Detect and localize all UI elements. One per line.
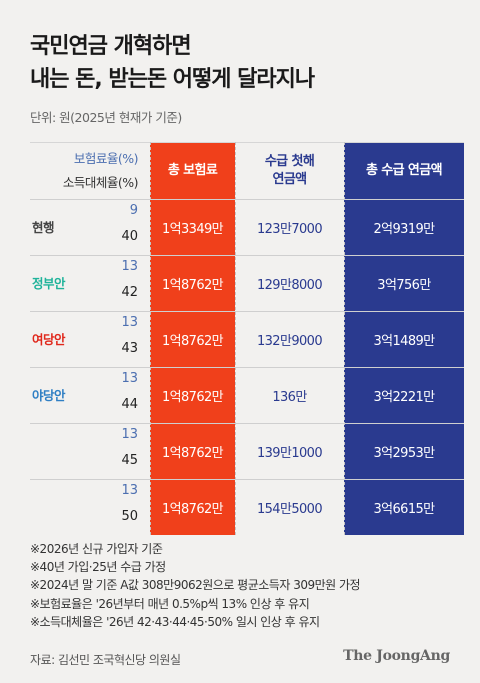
table-top-rule	[30, 142, 464, 143]
table-row: 현행 9 40 1억3349만 123만7000 2억9319만	[30, 199, 464, 255]
premium-value: 1억8762만	[161, 333, 224, 349]
header-first-year-line-1: 수급 첫해	[264, 153, 315, 169]
replacement-value: 43	[121, 341, 138, 356]
first-year-value: 129만8000	[256, 277, 323, 293]
publisher-logo: The JoongAng	[343, 648, 450, 664]
header-first-year-label: 수급 첫해 연금액	[264, 153, 315, 189]
total-column-bg	[344, 142, 464, 535]
row-divider	[30, 199, 464, 200]
rate-value: 13	[121, 315, 138, 330]
footnote: ※2026년 신규 가입자 기준	[30, 542, 163, 556]
header-first-year: 수급 첫해 연금액	[235, 142, 344, 199]
first-year-value: 136만	[272, 389, 307, 405]
table-row: 13 45 1억8762만 139만1000 3억2953만	[30, 423, 464, 479]
header-premium-label: 총 보험료	[167, 162, 218, 178]
footnote: ※2024년 말 기준 A값 308만9062원으로 평균소득자 309만원 가…	[30, 578, 361, 593]
total-value: 3억2953만	[373, 445, 435, 461]
total-value: 3억756만	[377, 277, 431, 293]
row-divider	[30, 479, 464, 480]
first-year-value: 139만1000	[256, 445, 323, 461]
replacement-value: 42	[121, 285, 138, 300]
header-replacement: 소득대체율(%)	[62, 175, 139, 190]
divider-dashed	[150, 142, 151, 535]
total-value: 2억9319만	[373, 221, 435, 237]
header-total-label: 총 수급 연금액	[365, 162, 443, 178]
first-year-value: 154만5000	[256, 501, 323, 517]
title-line-1: 국민연금 개혁하면	[30, 34, 192, 59]
footnote: ※소득대체율은 '26년 42·43·44·45·50% 일시 인상 후 유지	[30, 614, 320, 629]
header-total: 총 수급 연금액	[344, 142, 464, 199]
table-row: 야당안 13 44 1억8762만 136만 3억2221만	[30, 367, 464, 423]
replacement-value: 44	[121, 397, 138, 412]
chart-title: 국민연금 개혁하면 내는 돈, 받는돈 어떻게 달라지나	[30, 30, 460, 96]
rate-value: 9	[129, 203, 138, 218]
plan-label: 야당안	[32, 388, 66, 403]
premium-value: 1억8762만	[161, 501, 224, 517]
header-premium: 총 보험료	[150, 142, 235, 199]
premium-value: 1억8762만	[161, 277, 224, 293]
plan-label: 정부안	[32, 276, 66, 291]
plan-label: 현행	[32, 220, 55, 235]
source-note: 자료: 김선민 조국혁신당 의원실	[30, 653, 181, 667]
row-divider	[30, 423, 464, 424]
unit-label: 단위: 원(2025년 현재가 기준)	[30, 110, 182, 125]
row-divider	[30, 311, 464, 312]
premium-column-bg	[150, 142, 235, 535]
rate-value: 13	[121, 371, 138, 386]
header-first-year-line-2: 연금액	[272, 171, 307, 187]
rate-value: 13	[121, 259, 138, 274]
replacement-value: 50	[121, 509, 138, 524]
title-line-2: 내는 돈, 받는돈 어떻게 달라지나	[30, 67, 315, 92]
table-row: 여당안 13 43 1억8762만 132만9000 3억1489만	[30, 311, 464, 367]
rate-value: 13	[121, 427, 138, 442]
premium-value: 1억8762만	[161, 445, 224, 461]
row-divider	[30, 367, 464, 368]
premium-value: 1억8762만	[161, 389, 224, 405]
plan-label: 여당안	[32, 332, 66, 347]
divider-dashed	[235, 142, 236, 535]
premium-value: 1억3349만	[161, 221, 224, 237]
row-divider	[30, 255, 464, 256]
footnote: ※보험료율은 '26년부터 매년 0.5%p씩 13% 인상 후 유지	[30, 596, 310, 611]
total-value: 3억1489만	[373, 333, 435, 349]
divider-dashed	[344, 142, 345, 535]
footnote: ※40년 가입·25년 수급 가정	[30, 560, 166, 575]
table-row: 13 50 1억8762만 154만5000 3억6615만	[30, 479, 464, 535]
header-rate: 보험료율(%)	[73, 151, 139, 166]
footnotes: ※2026년 신규 가입자 기준 ※40년 가입·25년 수급 가정 ※2024…	[30, 540, 361, 631]
first-year-value: 132만9000	[256, 333, 323, 349]
table-row: 정부안 13 42 1억8762만 129만8000 3억756만	[30, 255, 464, 311]
replacement-value: 45	[121, 453, 138, 468]
replacement-value: 40	[121, 229, 138, 244]
first-year-value: 123만7000	[256, 221, 323, 237]
total-value: 3억6615만	[373, 501, 435, 517]
total-value: 3억2221만	[373, 389, 435, 405]
pension-table: 보험료율(%) 소득대체율(%) 총 보험료 수급 첫해 연금액 총 수급 연금…	[30, 142, 464, 535]
rate-value: 13	[121, 483, 138, 498]
